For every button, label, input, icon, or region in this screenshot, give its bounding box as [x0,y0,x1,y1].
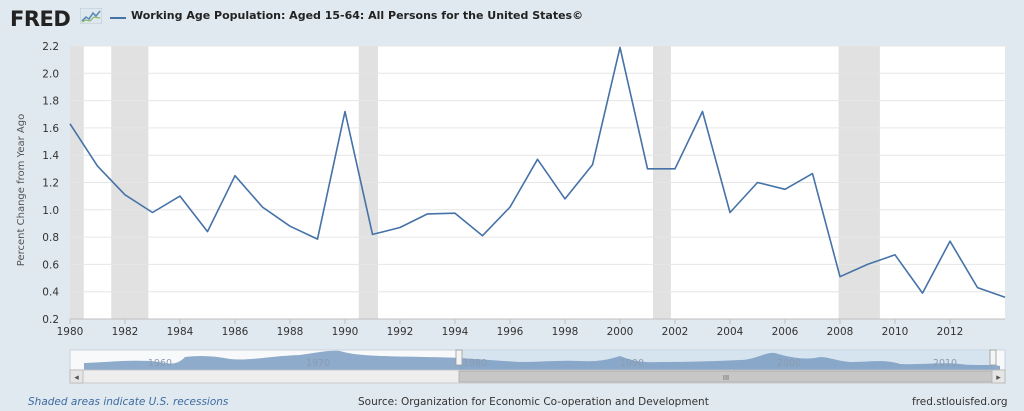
y-tick-labels: 0.2 0.4 0.6 0.8 1.0 1.2 1.4 1.6 1.8 2.0 2.2 [42,41,59,326]
y-tick-label: 0.2 [42,314,59,326]
x-tick-label: 1992 [387,326,414,338]
x-tick-labels: 1980 1982 1984 1986 1988 1990 1992 1994 1996 1998… [57,319,964,338]
fred-logo-graph-icon [80,8,102,24]
x-tick-label: 2004 [717,326,744,338]
x-tick-label: 2006 [772,326,799,338]
source-text: Source: Organization for Economic Co-ope… [358,396,709,408]
x-tick-label: 2010 [882,326,909,338]
x-tick-label: 2008 [827,326,854,338]
legend-series-swatch [110,17,126,19]
scroll-right-arrow-icon: ▸ [996,373,1001,383]
x-tick-label: 1994 [442,326,469,338]
navigator-decade-labels: 1960 1970 1980 1990 2000 2010 [148,358,957,369]
x-tick-label: 1982 [112,326,139,338]
x-tick-label: 1988 [277,326,304,338]
scrollbar-grip-icon: III [723,374,729,382]
x-tick-label: 2012 [937,326,964,338]
navigator-decade-label: 2010 [933,358,957,369]
y-tick-label: 1.4 [42,150,59,162]
scroll-left-arrow-icon: ◂ [74,373,79,383]
navigator-right-handle[interactable] [989,349,997,366]
scrollbar[interactable]: ◂ ▸ III [69,369,1006,384]
x-tick-label: 1984 [167,326,194,338]
y-tick-label: 1.2 [42,178,59,190]
scrollbar-right-button[interactable] [991,369,1006,384]
y-tick-label: 1.8 [42,96,59,108]
y-tick-label: 0.4 [42,287,59,299]
navigator-decade-label: 1970 [306,358,330,369]
legend-series-title[interactable]: Working Age Population: Aged 15-64: All … [131,9,584,22]
x-tick-label: 1990 [332,326,359,338]
navigator-decade-label: 1980 [463,358,487,369]
recession-note[interactable]: Shaded areas indicate U.S. recessions [28,396,229,408]
navigator-decade-label: 2000 [777,358,801,369]
x-tick-label: 1996 [497,326,524,338]
series-line [69,46,1006,298]
navigator-decade-label: 1960 [148,358,172,369]
y-tick-label: 0.8 [42,232,59,244]
site-link[interactable]: fred.stlouisfed.org [912,396,1008,408]
y-tick-label: 2.2 [42,41,59,53]
x-tick-label: 2002 [662,326,689,338]
x-tick-label: 1980 [57,326,84,338]
x-tick-label: 1986 [222,326,249,338]
x-tick-label: 2000 [607,326,634,338]
fred-logo[interactable]: FRED [10,7,71,31]
y-axis-label: Percent Change from Year Ago [16,114,27,266]
x-tick-label: 1998 [552,326,579,338]
range-navigator[interactable]: 1960 1970 1980 1990 2000 2010 [69,349,1006,371]
navigator-decade-label: 1990 [620,358,644,369]
y-tick-label: 1.6 [42,123,59,135]
navigator-left-handle[interactable] [455,349,463,366]
y-gridlines [70,45,1005,320]
y-tick-label: 1.0 [42,205,59,217]
y-tick-label: 0.6 [42,259,59,271]
y-tick-label: 2.0 [42,68,59,80]
series-layer [69,46,1006,298]
scrollbar-left-button[interactable] [69,369,84,384]
navigator-overview-area [84,350,1000,370]
chart-header: FRED Working Age Population: Aged 15-64:… [0,0,1024,38]
